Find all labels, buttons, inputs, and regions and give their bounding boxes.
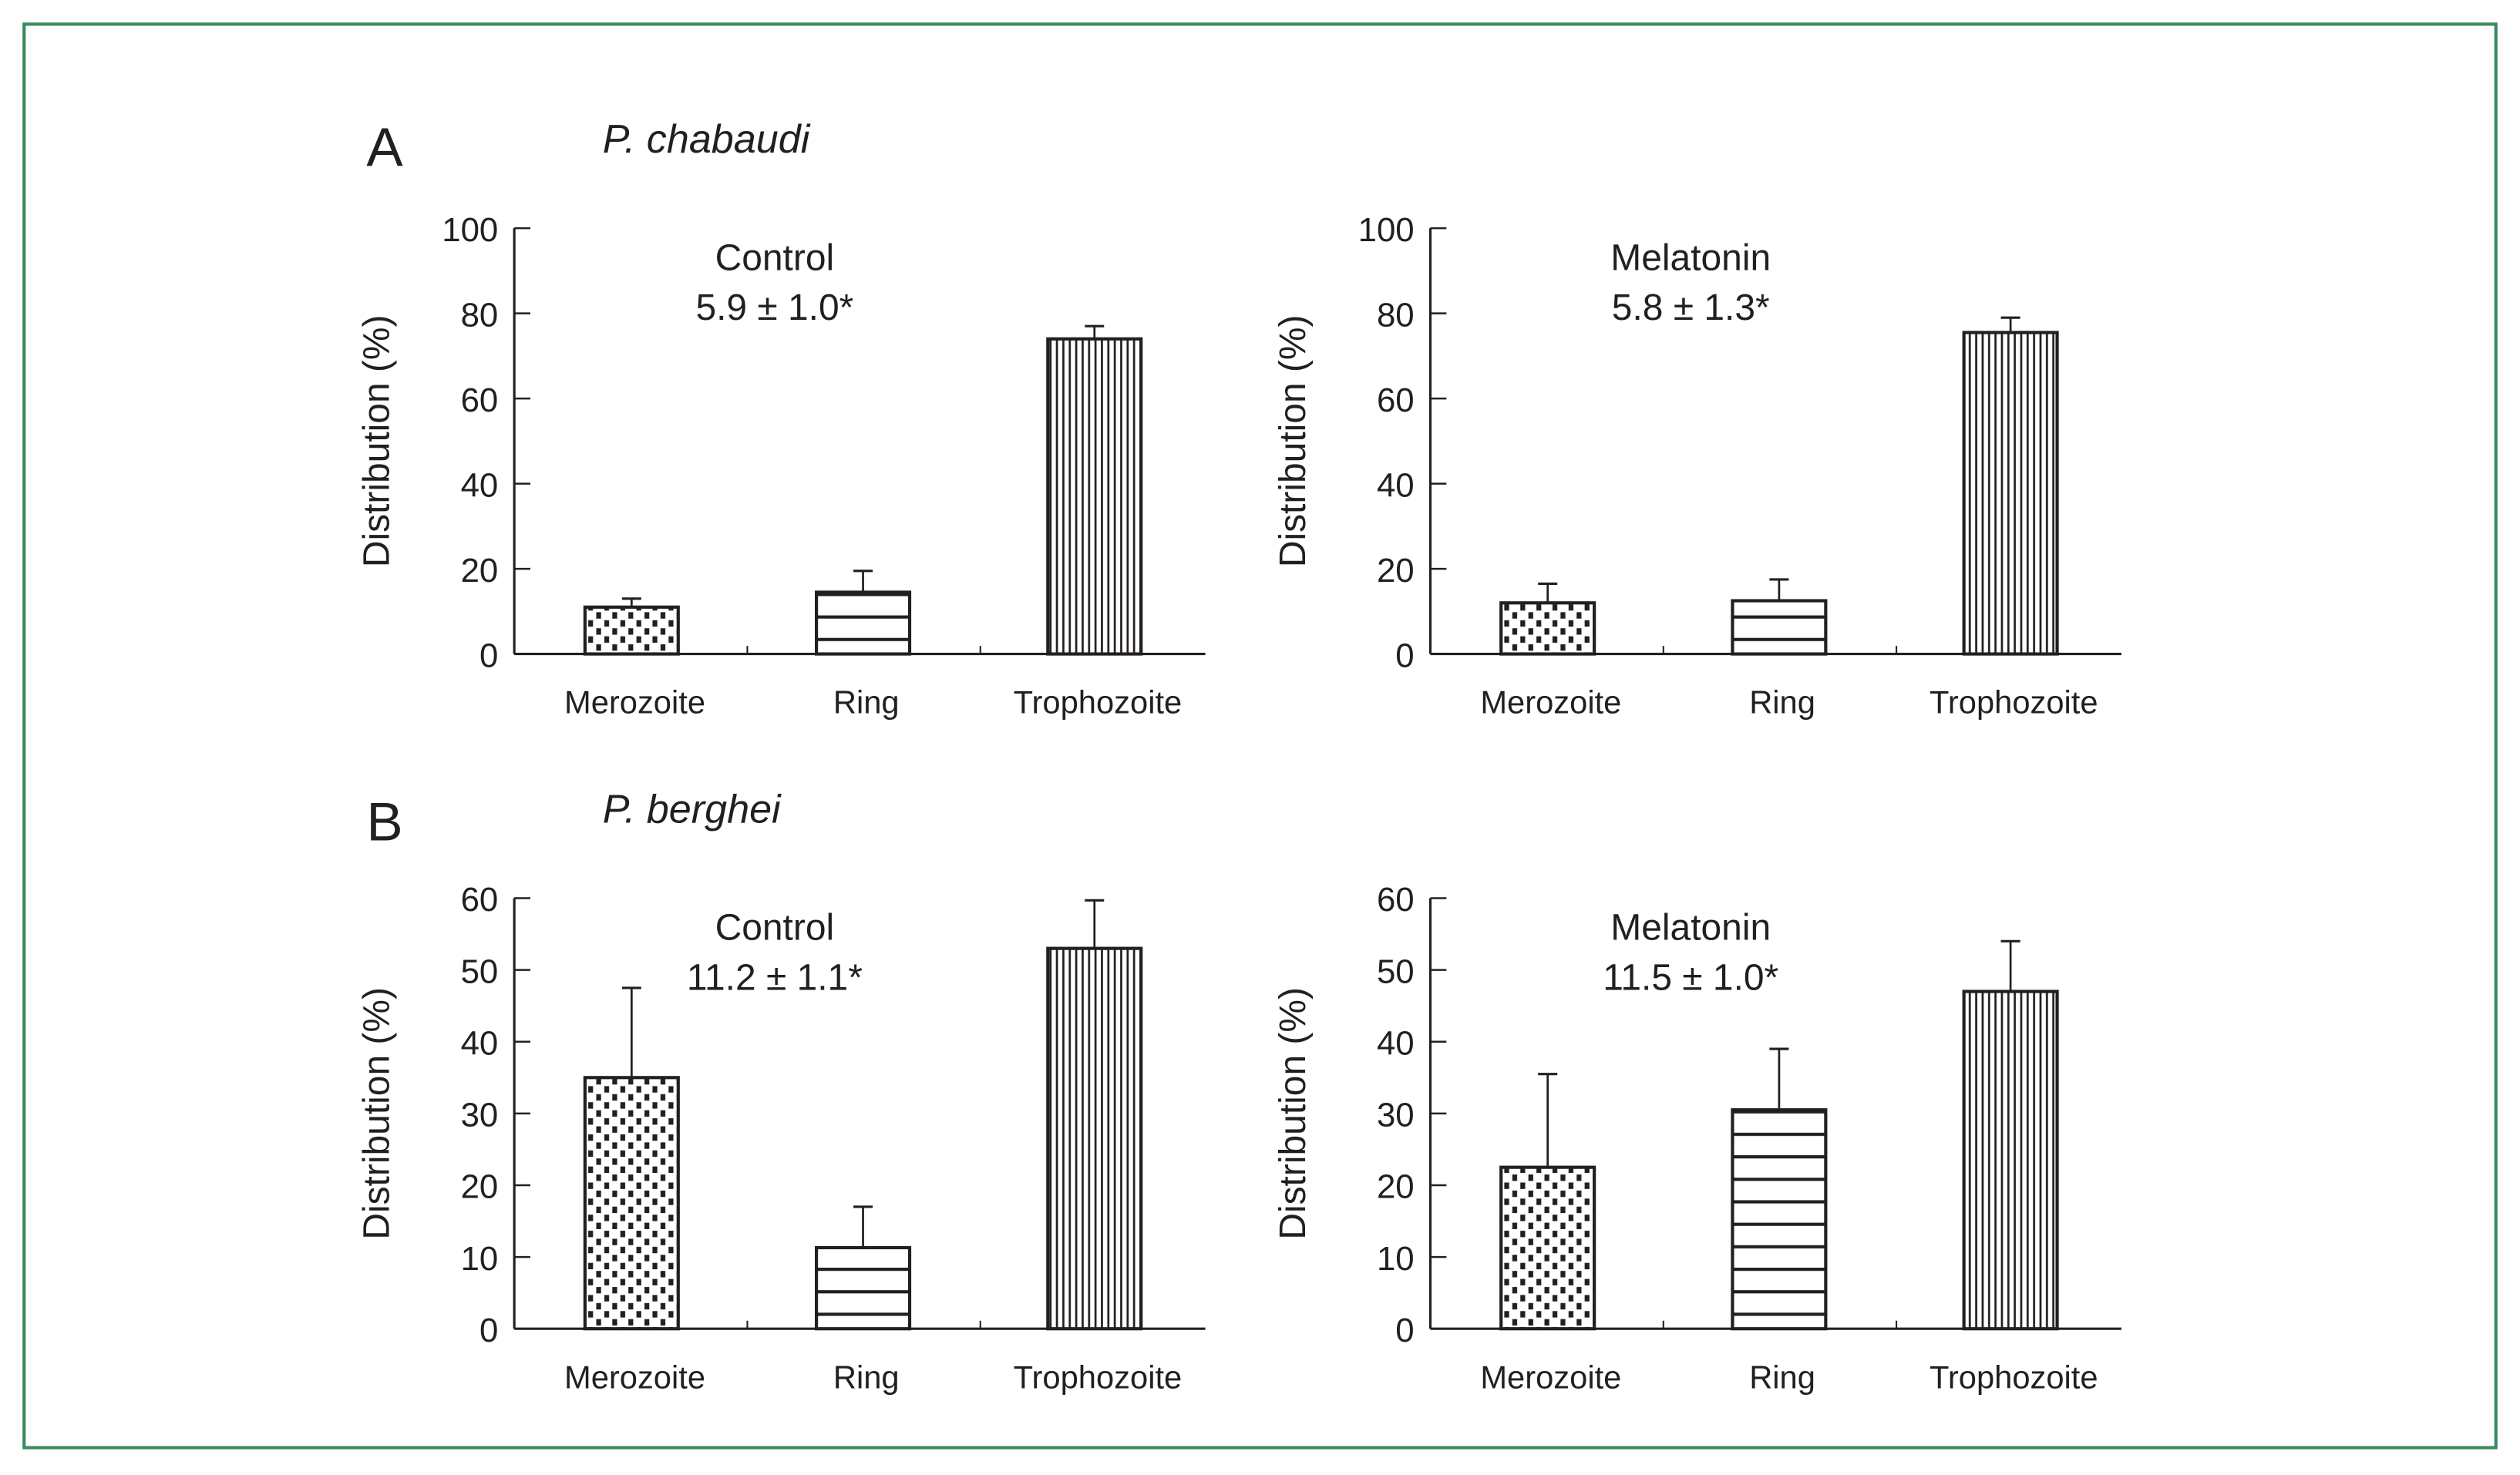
bar-trophozoite	[1046, 337, 1143, 656]
bar-ring	[815, 590, 912, 656]
bar-merozoite	[583, 605, 680, 656]
y-tick-label: 20	[461, 552, 499, 590]
y-tick-label: 60	[461, 881, 499, 919]
bar-ring	[815, 1245, 912, 1331]
y-tick-label: 10	[1377, 1240, 1415, 1278]
chart-4: 0 10 20 30 40 50 60 Distribution (%) Melatonin 11…	[1273, 881, 2121, 1395]
species-label-b: P. berghei	[603, 787, 782, 832]
category-label: Ring	[1749, 1359, 1815, 1395]
y-tick-label: 20	[1377, 552, 1415, 590]
category-label: Ring	[1749, 684, 1815, 721]
y-tick-label: 0	[479, 1312, 498, 1349]
y-tick-label: 60	[1377, 381, 1415, 419]
y-tick-label: 40	[461, 466, 499, 504]
y-tick-label: 100	[1358, 211, 1415, 249]
y-tick-label: 50	[461, 953, 499, 990]
y-tick-label: 60	[1377, 881, 1415, 919]
chart-2: 0 20 40 60 80 100 Distribution (%) Melatonin 5.8…	[1273, 211, 2121, 721]
bar-merozoite	[1499, 601, 1596, 656]
bar-trophozoite	[1962, 331, 2059, 656]
y-tick-label: 60	[461, 381, 499, 419]
chart-3: 0 10 20 30 40 50 60 Distribution (%) Control 11.2…	[357, 881, 1206, 1395]
y-tick-label: 40	[1377, 1024, 1415, 1062]
panel-letter-a: A	[366, 117, 403, 178]
bar-merozoite	[583, 1076, 680, 1331]
bar-trophozoite	[1962, 989, 2059, 1331]
y-tick-label: 100	[442, 211, 498, 249]
y-tick-label: 40	[1377, 466, 1415, 504]
bar-merozoite	[1499, 1165, 1596, 1331]
species-label-a: P. chabaudi	[603, 117, 811, 162]
y-axis-label: Distribution (%)	[1273, 987, 1314, 1240]
y-tick-label: 80	[461, 296, 499, 334]
category-label: Trophozoite	[1930, 1359, 2098, 1395]
group-value: 11.5 ± 1.0*	[1603, 957, 1778, 998]
y-tick-label: 20	[461, 1168, 499, 1206]
y-tick-label: 20	[1377, 1168, 1415, 1206]
category-label: Ring	[833, 684, 900, 721]
y-tick-label: 40	[461, 1024, 499, 1062]
category-label: Merozoite	[564, 684, 705, 721]
chart-1: 0 20 40 60 80 100 Distribution (%) Control 5.9 ±…	[357, 211, 1206, 721]
y-axis-label: Distribution (%)	[1273, 315, 1314, 568]
group-label: Melatonin	[1610, 237, 1771, 278]
group-label: Control	[715, 908, 835, 949]
y-tick-label: 30	[1377, 1097, 1415, 1134]
bar-trophozoite	[1046, 946, 1143, 1331]
category-label: Merozoite	[1480, 1359, 1621, 1395]
figure-frame	[22, 22, 2498, 1450]
y-tick-label: 50	[1377, 953, 1415, 990]
panel-letter-b: B	[366, 791, 402, 852]
group-label: Melatonin	[1610, 908, 1771, 949]
y-tick-label: 0	[479, 637, 498, 674]
y-tick-label: 0	[1395, 1312, 1414, 1349]
group-value: 11.2 ± 1.1*	[687, 957, 863, 998]
y-tick-label: 80	[1377, 296, 1415, 334]
group-label: Control	[715, 237, 835, 278]
bar-ring	[1731, 1108, 1828, 1331]
y-axis-label: Distribution (%)	[357, 315, 398, 568]
category-label: Merozoite	[1480, 684, 1621, 721]
y-axis-label: Distribution (%)	[357, 987, 398, 1240]
category-label: Merozoite	[564, 1359, 705, 1395]
y-tick-label: 30	[461, 1097, 499, 1134]
category-label: Trophozoite	[1014, 684, 1183, 721]
bar-ring	[1731, 599, 1828, 656]
group-value: 5.9 ± 1.0*	[695, 287, 853, 328]
category-label: Ring	[833, 1359, 900, 1395]
group-value: 5.8 ± 1.3*	[1612, 287, 1770, 328]
y-tick-label: 0	[1395, 637, 1414, 674]
y-tick-label: 10	[461, 1240, 499, 1278]
category-label: Trophozoite	[1930, 684, 2098, 721]
category-label: Trophozoite	[1014, 1359, 1183, 1395]
